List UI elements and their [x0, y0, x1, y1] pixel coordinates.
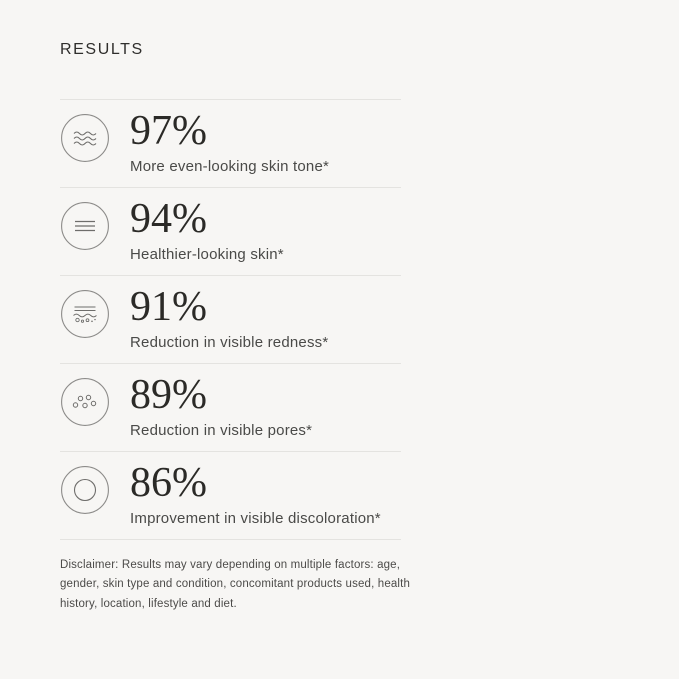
result-label: Reduction in visible redness* — [130, 334, 329, 351]
results-infographic: RESULTS 97% More even-looking skin tone* — [60, 40, 410, 614]
pores-dots-icon — [61, 378, 109, 426]
result-row: 94% Healthier-looking skin* — [60, 187, 401, 275]
result-text: 86% Improvement in visible discoloration… — [60, 452, 401, 528]
result-text: 94% Healthier-looking skin* — [60, 188, 401, 264]
result-row: 91% Reduction in visible redness* — [60, 275, 401, 363]
result-percent: 91% — [130, 284, 207, 330]
result-row: 86% Improvement in visible discoloration… — [60, 451, 401, 539]
result-label: More even-looking skin tone* — [130, 158, 330, 175]
result-label: Healthier-looking skin* — [130, 246, 284, 263]
skin-layers-icon — [61, 290, 109, 338]
result-percent: 97% — [130, 108, 207, 154]
result-text: 91% Reduction in visible redness* — [60, 276, 401, 352]
result-row: 89% Reduction in visible pores* — [60, 363, 401, 451]
result-percent: 94% — [130, 196, 207, 242]
result-label: Improvement in visible discoloration* — [130, 510, 381, 527]
disclaimer-text: Disclaimer: Results may vary depending o… — [60, 559, 411, 610]
horizontal-lines-icon — [61, 202, 109, 250]
result-percent: 89% — [130, 372, 207, 418]
result-label: Reduction in visible pores* — [130, 422, 313, 439]
result-percent: 86% — [130, 460, 207, 506]
result-text: 97% More even-looking skin tone* — [60, 100, 401, 176]
waves-icon — [61, 114, 109, 162]
results-list: 97% More even-looking skin tone* 94% Hea… — [60, 99, 401, 540]
results-heading: RESULTS — [60, 41, 144, 58]
concentric-circles-icon — [61, 466, 109, 514]
result-row: 97% More even-looking skin tone* — [60, 99, 401, 187]
result-text: 89% Reduction in visible pores* — [60, 364, 401, 440]
